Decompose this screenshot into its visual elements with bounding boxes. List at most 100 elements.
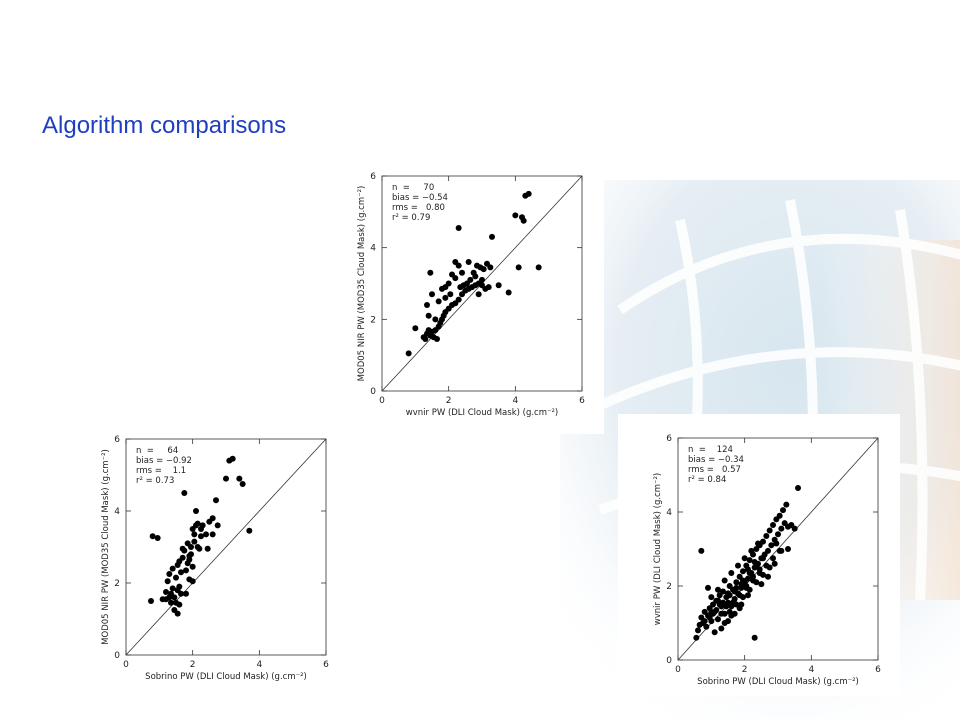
data-point <box>203 531 209 538</box>
data-point <box>447 291 454 298</box>
data-point <box>169 565 176 572</box>
data-point <box>718 610 725 617</box>
y-tick-label: 2 <box>370 315 376 325</box>
data-point <box>525 190 532 197</box>
x-axis-label: Sobrino PW (DLI Cloud Mask) (g.cm⁻²) <box>145 672 307 682</box>
data-point <box>795 484 801 491</box>
y-tick-label: 4 <box>370 244 376 254</box>
data-point <box>455 262 462 269</box>
data-point <box>706 614 713 621</box>
x-tick-label: 2 <box>446 396 452 406</box>
data-point <box>738 581 745 588</box>
data-point <box>163 589 169 595</box>
data-point <box>512 212 519 219</box>
y-tick-label: 4 <box>666 508 672 518</box>
y-axis-label: MOD05 NIR PW (MOD35 Cloud Mask) (g.cm⁻²) <box>357 186 367 382</box>
plot-frame <box>125 438 327 656</box>
slide-title: Algorithm comparisons <box>42 112 287 139</box>
x-axis-label: Sobrino PW (DLI Cloud Mask) (g.cm⁻²) <box>697 677 859 687</box>
scatter-plot-top-svg: 0 2 4 6 0 2 4 6 wvnir PW (DLI Cloud Mask) (g.cm⁻… <box>357 172 585 418</box>
data-point <box>166 571 173 577</box>
data-point <box>239 481 246 487</box>
data-point <box>721 620 728 626</box>
data-point <box>179 545 186 552</box>
data-point <box>791 525 798 532</box>
data-point <box>191 538 198 545</box>
data-point <box>452 275 459 282</box>
data-point <box>472 273 479 280</box>
data-point <box>728 570 735 577</box>
data-point <box>173 574 179 581</box>
data-point <box>489 233 495 240</box>
stats-line: bias = −0.54 <box>392 193 448 203</box>
y-tick-label: 4 <box>114 507 120 517</box>
data-point <box>520 217 527 224</box>
data-point <box>209 515 216 522</box>
data-point <box>751 558 758 565</box>
data-point <box>425 312 432 319</box>
data-point <box>715 597 721 604</box>
data-point <box>189 578 196 585</box>
data-point <box>721 577 728 584</box>
data-point <box>171 594 178 601</box>
data-point <box>460 282 467 289</box>
data-point <box>169 585 176 592</box>
data-point <box>733 579 740 586</box>
data-point <box>193 508 199 514</box>
data-point <box>209 531 216 538</box>
data-point <box>194 520 201 527</box>
data-point <box>429 291 435 298</box>
data-point <box>475 291 482 298</box>
data-point <box>191 531 198 538</box>
data-point <box>768 542 775 549</box>
stats-line: n = 70 <box>392 183 434 193</box>
data-point <box>459 269 465 276</box>
data-point <box>765 573 771 580</box>
data-point <box>770 521 776 528</box>
data-point <box>705 584 711 591</box>
data-point <box>194 544 201 550</box>
data-point <box>693 634 700 641</box>
data-point <box>178 590 184 597</box>
one-to-one-line <box>125 438 327 656</box>
x-tick-label: 2 <box>742 665 748 675</box>
data-point <box>778 525 785 532</box>
data-point <box>770 555 776 562</box>
data-point <box>723 603 730 610</box>
data-point <box>198 526 204 532</box>
data-point <box>432 316 439 323</box>
y-axis-label: MOD05 NIR PW (MOD35 Cloud Mask) (g.cm⁻²) <box>101 449 111 645</box>
data-point <box>718 625 725 632</box>
data-point <box>505 289 512 296</box>
data-point <box>751 634 758 641</box>
data-point <box>168 599 174 606</box>
x-tick-label: 6 <box>875 665 881 675</box>
data-point <box>236 475 243 482</box>
data-point <box>515 264 522 271</box>
scatter-plot-bottom-right-svg: 0 2 4 6 0 2 4 6 Sobrino PW (DLI Cloud Mask) (g.c… <box>653 434 881 687</box>
data-point <box>420 334 427 341</box>
x-tick-label: 2 <box>190 660 196 670</box>
data-point <box>703 623 710 630</box>
data-point <box>480 266 487 273</box>
data-point <box>715 586 721 593</box>
data-point <box>743 583 750 589</box>
data-point <box>736 605 743 612</box>
data-point <box>178 569 184 576</box>
x-tick-label: 4 <box>512 396 518 406</box>
stats-line: bias = −0.34 <box>688 455 744 465</box>
data-point <box>765 547 771 554</box>
data-point <box>785 546 791 552</box>
stats-line: r² = 0.73 <box>136 476 174 486</box>
data-point <box>780 507 786 514</box>
data-point <box>766 564 773 571</box>
data-point <box>246 527 253 534</box>
data-point <box>760 538 766 545</box>
data-point <box>708 608 715 615</box>
data-point <box>183 590 189 597</box>
data-point <box>427 269 434 276</box>
data-point <box>214 522 221 529</box>
data-point <box>442 294 449 301</box>
scatter-plot-top: 0 2 4 6 0 2 4 6 wvnir PW (DLI Cloud Mask) (g.cm⁻… <box>352 158 604 434</box>
x-tick-label: 0 <box>379 396 385 406</box>
